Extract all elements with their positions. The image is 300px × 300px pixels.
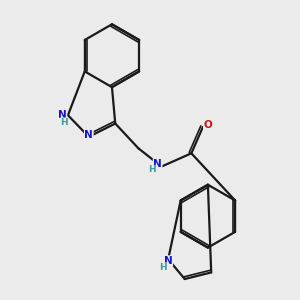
Text: O: O — [203, 120, 212, 130]
Text: H: H — [148, 165, 156, 174]
Text: N: N — [153, 159, 162, 169]
Text: N: N — [84, 130, 93, 140]
Text: N: N — [58, 110, 67, 120]
Text: H: H — [159, 263, 167, 272]
Text: N: N — [164, 256, 172, 266]
Text: H: H — [60, 118, 68, 127]
